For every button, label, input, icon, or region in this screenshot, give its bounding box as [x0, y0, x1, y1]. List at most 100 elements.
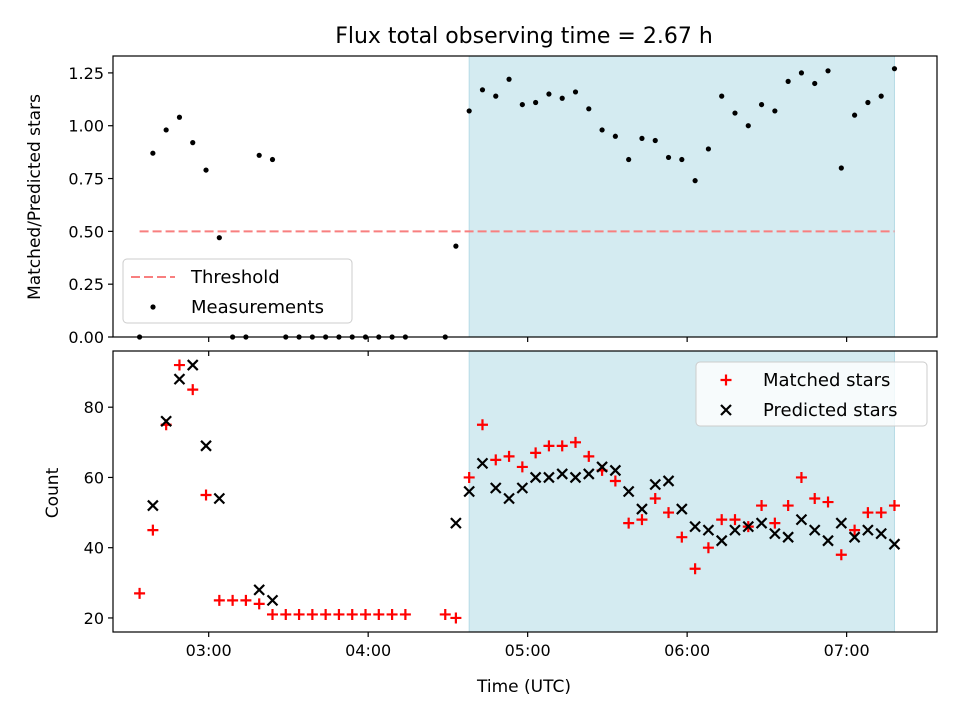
- measurement-point: [745, 123, 751, 129]
- measurement-point: [891, 66, 898, 72]
- matched-star-marker: [293, 608, 305, 620]
- matched-star-marker: [320, 608, 332, 620]
- matched-star-marker: [439, 608, 451, 620]
- bottom-y-axis-label: Count: [43, 467, 63, 518]
- matched-star-marker: [333, 608, 345, 620]
- matched-star-marker: [386, 608, 398, 620]
- matched-star-marker: [849, 524, 861, 536]
- predicted-star-marker: [715, 534, 728, 547]
- matched-star-marker: [835, 549, 847, 561]
- measurement-point: [719, 93, 725, 99]
- matched-star-marker: [530, 447, 542, 459]
- measurement-point: [453, 243, 459, 249]
- predicted-star-marker: [503, 492, 515, 505]
- measurement-point: [785, 78, 791, 84]
- measurement-point: [176, 114, 183, 120]
- predicted-star-marker: [609, 464, 622, 477]
- predicted-star-marker: [569, 471, 582, 484]
- chart-title: Flux total observing time = 2.67 h: [335, 24, 713, 49]
- bottom-y-tick-label: 80: [84, 398, 104, 417]
- measurement-point: [216, 235, 222, 241]
- matched-star-marker: [663, 507, 675, 519]
- matched-star-marker: [609, 475, 621, 487]
- predicted-star-marker: [848, 531, 861, 543]
- measurement-point: [772, 108, 778, 114]
- predicted-star-marker: [200, 440, 212, 452]
- predicted-star-marker: [676, 503, 688, 515]
- bottom-y-tick-label: 40: [84, 539, 104, 558]
- matched-star-marker: [399, 608, 411, 620]
- predicted-star-marker: [875, 527, 887, 540]
- predicted-star-marker: [755, 517, 768, 529]
- predicted-star-marker: [160, 415, 172, 428]
- predicted-star-marker: [622, 485, 635, 498]
- legend-threshold-label: Threshold: [190, 267, 280, 288]
- top-y-tick-label: 1.00: [68, 117, 104, 136]
- matched-star-marker: [134, 587, 146, 599]
- bottom-series-1: [134, 359, 900, 624]
- legend-measurement-label: Measurements: [191, 297, 324, 318]
- measurement-point: [852, 112, 858, 118]
- predicted-star-marker: [649, 478, 662, 491]
- matched-star-marker: [769, 517, 781, 529]
- measurement-point: [559, 95, 565, 101]
- x-tick-label: 07:00: [824, 641, 870, 660]
- predicted-star-marker: [888, 538, 901, 550]
- matched-star-marker: [306, 608, 318, 620]
- measurement-point: [599, 127, 605, 133]
- bottom-legend: Matched stars Predicted stars: [695, 361, 928, 427]
- measurement-point: [798, 70, 805, 76]
- legend-predicted-swatch: [720, 404, 732, 416]
- predicted-star-marker: [463, 485, 475, 498]
- measurement-point: [692, 178, 698, 184]
- matched-star-marker: [240, 594, 252, 606]
- top-panel: 0.00 0.25 0.50 0.75 1.00 1.25 Threshold Measure…: [68, 55, 938, 356]
- x-tick-label: 05:00: [505, 641, 551, 660]
- predicted-star-marker: [173, 373, 186, 385]
- top-shaded-interval: [469, 56, 895, 337]
- top-axes-frame: [112, 55, 938, 338]
- x-tick-label: 04:00: [345, 641, 391, 660]
- measurement-point: [732, 110, 738, 116]
- matched-star-marker: [173, 359, 185, 371]
- bottom-panel: 20 40 60 80 03:00 04:00 05:00 06:00 07:00 Matched…: [84, 350, 938, 660]
- matched-star-marker: [888, 500, 900, 512]
- predicted-star-marker: [543, 471, 555, 484]
- matched-star-marker: [875, 507, 887, 519]
- predicted-star-marker: [835, 517, 848, 529]
- bottom-y-tick-label: 60: [84, 468, 104, 487]
- predicted-star-marker: [450, 517, 462, 529]
- measurement-point: [466, 108, 472, 114]
- matched-star-marker: [570, 436, 582, 448]
- matched-star-marker: [543, 440, 555, 452]
- measurement-point: [612, 133, 618, 139]
- measurement-point: [190, 140, 196, 146]
- measurement-point: [546, 91, 552, 97]
- matched-star-marker: [200, 489, 212, 501]
- predicted-star-marker: [862, 524, 874, 536]
- matched-star-marker: [636, 514, 648, 526]
- top-legend: Threshold Measurements: [122, 258, 353, 324]
- predicted-star-marker: [253, 584, 265, 596]
- x-tick-label: 06:00: [664, 641, 710, 660]
- measurement-point: [665, 154, 672, 161]
- predicted-star-marker: [266, 594, 279, 607]
- measurement-point: [506, 76, 512, 82]
- predicted-star-marker: [147, 499, 159, 512]
- bottom-series-2: [147, 359, 901, 607]
- legend-matched-label: Matched stars: [763, 370, 890, 391]
- matched-star-marker: [649, 493, 661, 505]
- measurement-point: [626, 156, 632, 163]
- measurement-point: [586, 106, 592, 112]
- predicted-star-marker: [689, 520, 701, 533]
- predicted-star-marker: [795, 513, 808, 526]
- matched-star-marker: [782, 500, 794, 512]
- measurement-point: [150, 150, 156, 156]
- matched-star-marker: [729, 514, 741, 526]
- bottom-axes-frame: [112, 350, 938, 633]
- measurement-point: [203, 167, 209, 173]
- measurement-point: [493, 93, 499, 99]
- predicted-star-marker: [769, 527, 781, 540]
